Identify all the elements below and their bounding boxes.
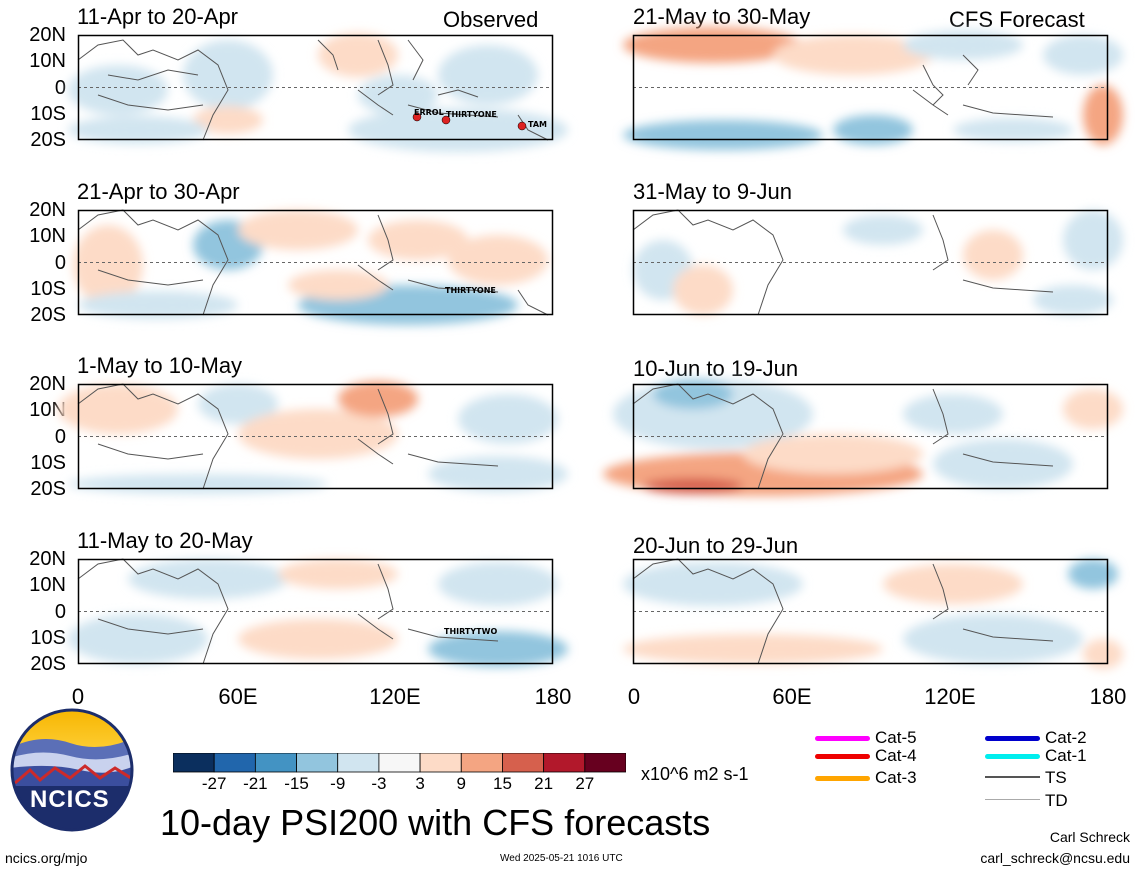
panel-title-3: 1-May to 10-May — [77, 353, 243, 378]
y-tick-label: 20N — [29, 199, 66, 221]
storm-label-tam: TAM — [528, 120, 547, 129]
x-tick-right-120e: 120E — [924, 684, 976, 709]
legend-line-cat-1 — [985, 754, 1040, 759]
y-tick-label: 10N — [29, 50, 66, 73]
y-tick-label: 10S — [30, 102, 66, 125]
legend-line-cat-4 — [815, 754, 870, 759]
observed-label: Observed — [443, 7, 539, 32]
colorbar-label: -9 — [330, 774, 346, 793]
y-tick-label: 20N — [29, 373, 66, 395]
colorbar-label: -27 — [201, 774, 227, 793]
legend-line-cat-3 — [815, 776, 870, 781]
legend-label-cat-2: Cat-2 — [1045, 728, 1087, 747]
panel-title-8: 20-Jun to 29-Jun — [633, 533, 799, 558]
map-panel-1 — [68, 33, 568, 152]
colorbar-swatch — [543, 753, 586, 773]
y-tick-label: 10S — [30, 277, 66, 300]
colorbar-label: 27 — [575, 774, 595, 793]
colorbar-swatch — [584, 753, 626, 773]
colorbar — [173, 753, 626, 773]
legend-label-ts: TS — [1045, 768, 1067, 787]
x-tick-left-120e: 120E — [369, 684, 421, 709]
y-tick-label: 10N — [29, 574, 66, 597]
y-tick-label: 10S — [30, 451, 66, 474]
colorbar-label: 3 — [415, 774, 425, 793]
colorbar-units: x10^6 m2 s-1 — [641, 764, 749, 784]
panel-title-7: 10-Jun to 19-Jun — [633, 356, 799, 381]
legend-line-td — [985, 799, 1040, 800]
colorbar-swatch — [460, 753, 503, 773]
map-panel-6 — [632, 209, 1123, 316]
map-panel-2 — [73, 209, 554, 325]
footer-author: Carl Schreck — [1049, 829, 1130, 845]
legend-label-cat-3: Cat-3 — [875, 768, 917, 787]
x-tick-right-180: 180 — [1089, 684, 1127, 709]
main-title: 10-day PSI200 with CFS forecasts — [160, 802, 711, 843]
colorbar-label: 15 — [492, 774, 512, 793]
footer-email[interactable]: carl_schreck@ncsu.edu — [980, 850, 1130, 866]
y-tick-label: 0 — [54, 76, 66, 99]
y-tick-label: 20S — [30, 478, 66, 500]
x-tick-right-0: 0 — [627, 684, 641, 709]
map-panel-8 — [623, 558, 1123, 669]
panel-title-6: 31-May to 9-Jun — [633, 179, 792, 204]
footer-timestamp: Wed 2025-05-21 1016 UTC — [500, 853, 623, 864]
colorbar-swatch — [502, 753, 545, 773]
logo-text: NCICS — [30, 786, 110, 813]
y-tick-label: 0 — [54, 251, 66, 274]
colorbar-swatch — [173, 753, 215, 773]
y-tick-label: 20S — [30, 129, 66, 151]
legend-label-cat-4: Cat-4 — [875, 746, 917, 765]
footer-url[interactable]: ncics.org/mjo — [5, 850, 88, 866]
colorbar-swatch — [337, 753, 380, 773]
x-tick-left-60e: 60E — [218, 684, 258, 709]
legend-line-cat-2 — [985, 736, 1040, 741]
legend-label-td: TD — [1045, 791, 1068, 810]
colorbar-label: 9 — [456, 774, 466, 793]
colorbar-label: -15 — [284, 774, 309, 793]
map-panel-7 — [603, 379, 1123, 496]
y-tick-label: 20S — [30, 304, 66, 326]
colorbar-swatch — [213, 753, 256, 773]
legend-label-cat-5: Cat-5 — [875, 728, 917, 747]
storm-label-thirtyone-2: THIRTYONE — [445, 286, 496, 295]
legend-line-cat-5 — [815, 736, 870, 741]
y-tick-label: 20N — [29, 548, 66, 570]
x-tick-left-0: 0 — [71, 684, 85, 709]
map-panel-3 — [58, 381, 568, 494]
colorbar-label: 21 — [534, 774, 554, 793]
panel-title-5: 21-May to 30-May — [633, 4, 811, 29]
colorbar-swatch — [296, 753, 339, 773]
panel-title-4: 11-May to 20-May — [77, 528, 253, 553]
colorbar-label: -21 — [243, 774, 268, 793]
legend-label-cat-1: Cat-1 — [1045, 746, 1087, 765]
panel-title-2: 21-Apr to 30-Apr — [77, 179, 240, 204]
storm-label-errol: ERROL — [414, 108, 444, 117]
map-panel-5 — [623, 27, 1123, 150]
panel-title-1: 11-Apr to 20-Apr — [77, 4, 239, 29]
colorbar-swatch — [254, 753, 297, 773]
y-tick-label: 0 — [54, 600, 66, 623]
colorbar-swatch — [378, 753, 421, 773]
colorbar-label: -3 — [371, 774, 387, 793]
y-tick-label: 10N — [29, 225, 66, 248]
colorbar-swatch — [419, 753, 462, 773]
map-panel-4 — [68, 558, 568, 667]
storm-label-thirtytwo: THIRTYTWO — [444, 627, 498, 636]
x-tick-right-60e: 60E — [772, 684, 812, 709]
y-tick-label: 10N — [29, 399, 66, 422]
y-tick-label: 0 — [54, 425, 66, 448]
ncics-logo — [10, 708, 134, 832]
y-tick-label: 20S — [30, 653, 66, 675]
y-tick-label: 10S — [30, 626, 66, 649]
legend-line-ts — [985, 776, 1040, 778]
y-tick-label: 20N — [29, 24, 66, 46]
storm-label-thirtyone: THIRTYONE — [446, 110, 497, 119]
forecast-label: CFS Forecast — [949, 7, 1085, 32]
x-tick-left-180: 180 — [534, 684, 572, 709]
